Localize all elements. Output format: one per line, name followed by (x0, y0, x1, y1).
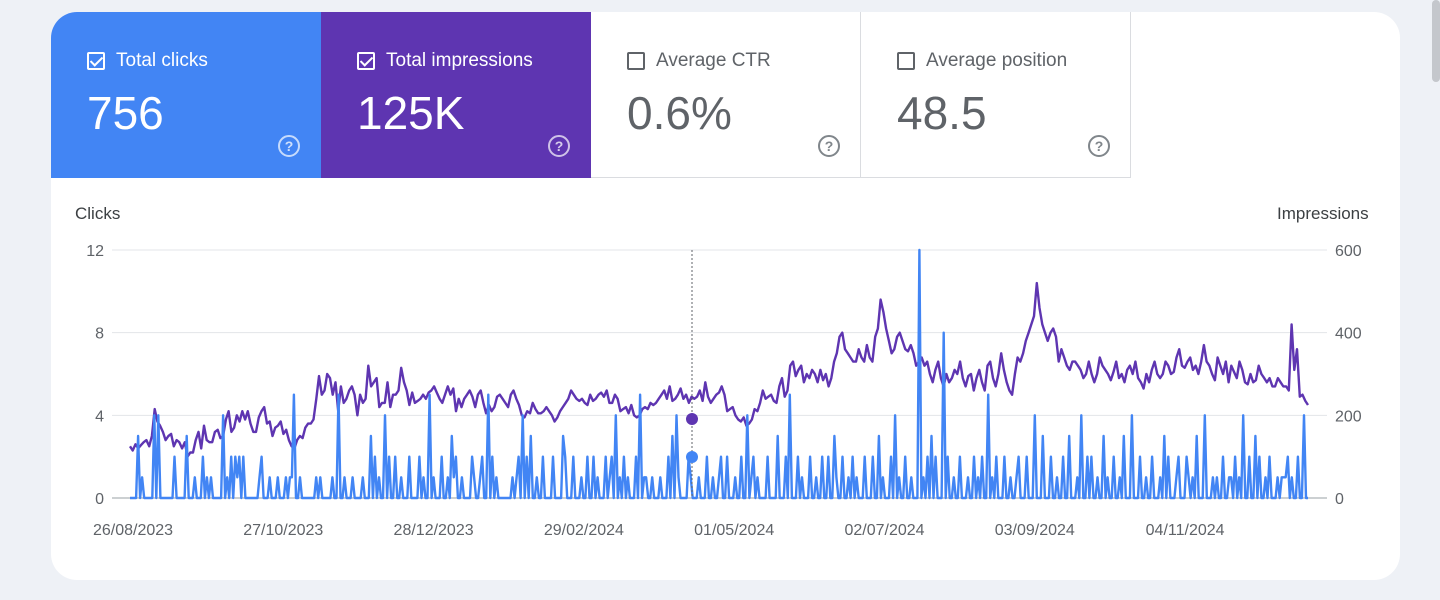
metric-average-position[interactable]: Average position 48.5 ? (861, 12, 1131, 178)
checkbox-unchecked-icon[interactable] (627, 52, 645, 70)
y-right-tick-label: 200 (1335, 408, 1362, 425)
y-left-tick-label: 12 (86, 243, 104, 260)
y-right-tick-label: 0 (1335, 491, 1344, 508)
x-tick-label: 01/05/2024 (694, 522, 774, 539)
metric-label: Total clicks (116, 50, 208, 71)
metric-value: 0.6% (627, 87, 732, 139)
metric-label: Average CTR (656, 50, 771, 71)
metric-value: 125K (357, 87, 465, 139)
y-right-tick-label: 400 (1335, 326, 1362, 343)
y-left-tick-label: 0 (95, 491, 104, 508)
metric-average-ctr[interactable]: Average CTR 0.6% ? (591, 12, 861, 178)
checkbox-checked-icon[interactable] (357, 52, 375, 70)
metric-total-clicks[interactable]: Total clicks 756 ? (51, 12, 321, 178)
x-tick-label: 26/08/2023 (93, 522, 173, 539)
series-line-impressions (128, 281, 1310, 458)
metric-total-impressions[interactable]: Total impressions 125K ? (321, 12, 591, 178)
metric-label: Total impressions (386, 50, 533, 71)
help-icon[interactable]: ? (278, 135, 300, 157)
metric-label: Average position (926, 50, 1068, 71)
series-line-clicks (130, 248, 1308, 500)
x-tick-label: 29/02/2024 (544, 522, 624, 539)
checkbox-unchecked-icon[interactable] (897, 52, 915, 70)
x-tick-label: 27/10/2023 (243, 522, 323, 539)
x-tick-label: 02/07/2024 (844, 522, 924, 539)
y-left-tick-label: 8 (95, 326, 104, 343)
x-tick-label: 03/09/2024 (995, 522, 1075, 539)
help-icon[interactable]: ? (548, 135, 570, 157)
help-icon[interactable]: ? (818, 135, 840, 157)
checkbox-checked-icon[interactable] (87, 52, 105, 70)
left-axis-title: Clicks (75, 204, 121, 223)
x-tick-label: 28/12/2023 (394, 522, 474, 539)
hover-point-clicks (686, 451, 698, 463)
hover-point-impressions (686, 413, 698, 425)
metric-tabs: Total clicks 756 ? Total impressions 125… (51, 12, 1131, 178)
right-axis-title: Impressions (1277, 204, 1369, 223)
metric-value: 756 (87, 87, 164, 139)
scrollbar-thumb[interactable] (1432, 0, 1440, 82)
metric-value: 48.5 (897, 87, 987, 139)
y-right-tick-label: 600 (1335, 243, 1362, 260)
y-left-tick-label: 4 (95, 408, 104, 425)
help-icon[interactable]: ? (1088, 135, 1110, 157)
x-tick-label: 04/11/2024 (1146, 522, 1225, 539)
